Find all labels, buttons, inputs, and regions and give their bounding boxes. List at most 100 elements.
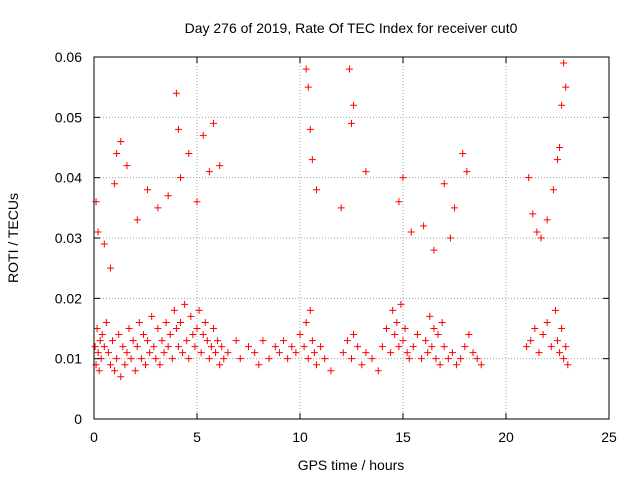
data-point xyxy=(172,325,180,332)
data-point xyxy=(117,373,125,381)
data-point xyxy=(166,331,174,339)
data-point xyxy=(129,337,137,345)
data-point xyxy=(350,101,358,109)
grid-lines xyxy=(94,57,609,419)
data-point xyxy=(185,150,193,158)
data-point xyxy=(199,331,207,339)
y-tick-label: 0.05 xyxy=(55,109,82,125)
data-point xyxy=(389,306,397,314)
data-point xyxy=(438,318,446,326)
x-tick-label: 0 xyxy=(90,429,98,445)
data-point xyxy=(271,343,279,351)
data-point xyxy=(160,349,168,357)
data-point xyxy=(106,361,114,369)
data-point xyxy=(209,119,217,127)
data-point xyxy=(432,355,440,363)
data-point xyxy=(539,331,547,339)
data-point xyxy=(543,216,551,224)
data-point xyxy=(150,343,158,351)
data-point xyxy=(350,331,358,339)
y-tick-label: 0.02 xyxy=(55,290,82,306)
data-point xyxy=(418,355,426,363)
data-point xyxy=(317,343,325,351)
data-point xyxy=(96,337,104,345)
y-tick-label: 0.03 xyxy=(55,230,82,246)
chart-title: Day 276 of 2019, Rate Of TEC Index for r… xyxy=(185,20,518,36)
data-point xyxy=(312,186,320,194)
data-point xyxy=(401,325,409,332)
data-point xyxy=(296,331,304,339)
data-point xyxy=(397,300,405,308)
data-point xyxy=(395,198,403,206)
data-point xyxy=(216,162,224,170)
data-point xyxy=(113,150,121,158)
x-tick-label: 5 xyxy=(193,429,201,445)
data-point xyxy=(383,325,391,332)
data-point xyxy=(422,337,430,345)
data-point xyxy=(321,355,329,363)
data-point xyxy=(146,349,154,357)
data-point xyxy=(94,228,102,236)
data-point xyxy=(199,131,207,139)
data-point xyxy=(259,337,267,345)
data-point xyxy=(100,240,108,248)
data-point xyxy=(93,325,101,332)
data-point xyxy=(191,343,199,351)
data-point xyxy=(95,367,103,375)
data-point xyxy=(354,343,362,351)
data-point xyxy=(391,331,399,339)
data-point xyxy=(265,355,273,363)
data-point xyxy=(554,337,561,345)
y-tick-label: 0.01 xyxy=(55,351,82,367)
data-point xyxy=(430,325,438,332)
data-point xyxy=(300,343,308,351)
data-point xyxy=(345,65,353,73)
y-tick-label: 0.06 xyxy=(55,49,82,65)
data-point xyxy=(115,331,123,339)
data-point xyxy=(193,325,201,332)
data-point xyxy=(407,228,415,236)
data-point xyxy=(306,125,314,133)
data-point xyxy=(426,312,434,320)
data-point xyxy=(337,204,345,212)
data-point xyxy=(304,355,312,363)
data-point xyxy=(434,331,442,339)
data-point xyxy=(174,343,182,351)
data-point xyxy=(537,234,545,242)
data-point xyxy=(187,312,195,320)
data-point xyxy=(304,83,312,91)
data-point xyxy=(453,361,461,369)
data-point xyxy=(144,186,152,194)
data-point xyxy=(139,331,147,339)
data-point xyxy=(164,343,172,351)
data-point xyxy=(358,361,366,369)
data-point xyxy=(556,144,564,151)
data-point xyxy=(207,343,215,351)
data-point xyxy=(94,349,102,357)
data-point xyxy=(100,343,108,351)
data-point xyxy=(533,228,541,236)
data-point xyxy=(420,222,428,230)
data-point xyxy=(424,349,432,357)
data-point xyxy=(308,337,316,345)
x-tick-label: 10 xyxy=(292,429,308,445)
data-point xyxy=(104,349,112,357)
data-point xyxy=(174,125,182,133)
data-point xyxy=(156,361,164,369)
data-point xyxy=(343,337,351,345)
data-point xyxy=(440,180,448,188)
data-point xyxy=(374,367,382,375)
data-point xyxy=(469,349,477,357)
data-point xyxy=(284,355,292,363)
data-point xyxy=(549,186,557,194)
data-point xyxy=(137,355,145,363)
data-point xyxy=(203,337,211,345)
data-point xyxy=(362,168,370,176)
data-point xyxy=(158,337,166,345)
data-point xyxy=(109,337,117,345)
data-point xyxy=(362,349,370,357)
data-point xyxy=(451,204,458,212)
data-point xyxy=(212,349,220,357)
